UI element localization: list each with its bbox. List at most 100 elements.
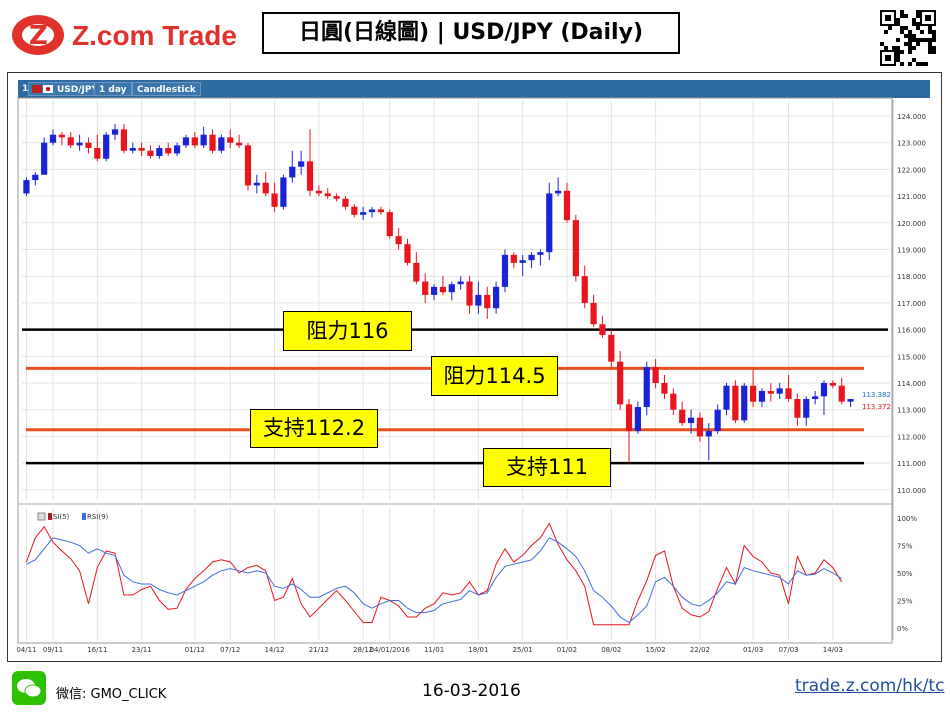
candle-body [271, 193, 278, 207]
qr-module [912, 18, 916, 22]
candle-body [758, 391, 766, 402]
qr-finder [920, 10, 936, 26]
candle-body [563, 190, 571, 221]
qr-module [904, 42, 908, 46]
last-bid-label: 113.382 [862, 391, 891, 399]
candle-body [679, 409, 686, 424]
qr-module [924, 38, 928, 42]
price-tick-label: 111.000 [897, 460, 926, 468]
candle-body [847, 399, 854, 402]
candle-body [351, 206, 358, 215]
date-tick-label: 04/01/2016 [370, 646, 411, 654]
candle-body [537, 252, 544, 255]
candle-body [687, 417, 695, 424]
qr-module [916, 62, 920, 66]
candle-body [315, 190, 322, 194]
date-tick-label: 01/03 [743, 646, 763, 654]
chart-toolbar: 1: USD/JPY 1 day Candlestick [18, 80, 930, 98]
qr-module [916, 42, 920, 46]
pane-index: 1: [22, 84, 32, 94]
candle-body [767, 391, 774, 394]
date-tick-label: 16/11 [87, 646, 107, 654]
candle-body [581, 276, 588, 303]
zcom-trade-logo: Z Z.com Trade [10, 12, 237, 58]
candle-body [670, 393, 677, 410]
qr-module [908, 30, 912, 34]
price-tick-label: 123.000 [897, 140, 926, 148]
date-tick-label: 18/01 [468, 646, 488, 654]
candle-body [617, 361, 624, 405]
candle-body [360, 212, 367, 215]
candle-body [785, 388, 792, 400]
price-tick-label: 124.000 [897, 113, 926, 121]
candle-body [333, 196, 340, 199]
qr-module [908, 42, 912, 46]
candle-body [732, 385, 739, 421]
qr-finder-center [885, 55, 891, 61]
price-axis: 124.000 123.000 122.000 121.000 120.000 119.0… [897, 113, 926, 633]
candle-body [191, 137, 198, 146]
qr-module [900, 26, 904, 30]
candle-body [182, 137, 190, 146]
candle-body [820, 383, 828, 397]
candle-body [85, 142, 92, 149]
price-tick-label: 121.000 [897, 193, 926, 201]
rsi-tick-label: 0% [897, 625, 908, 633]
resistance-114-5-callout: 阻力114.5 [431, 356, 558, 396]
candle-body [377, 209, 385, 213]
qr-module [884, 30, 888, 34]
qr-module [908, 34, 912, 38]
candle-body [546, 193, 553, 253]
qr-module [932, 34, 936, 38]
chart-style-selector[interactable]: Candlestick [132, 82, 201, 96]
qr-module [880, 42, 884, 46]
japan-flag-icon [43, 85, 53, 93]
qr-module [912, 38, 916, 42]
candle-body [298, 161, 305, 167]
rsi9-swatch [82, 513, 86, 520]
candle-body [76, 142, 83, 146]
candle-body [147, 150, 154, 157]
candle-body [661, 383, 668, 394]
logo-text: Z.com Trade [72, 20, 237, 51]
qr-module [928, 42, 932, 46]
date-tick-label: 28/12 [353, 646, 373, 654]
candle-body [173, 145, 181, 154]
resistance-116-callout: 阻力116 [283, 311, 412, 351]
candle-body [129, 148, 136, 151]
candle-body [555, 190, 562, 194]
candle-body [501, 254, 509, 287]
candle-body [466, 281, 473, 306]
candle-body [262, 182, 269, 194]
candle-body [652, 366, 659, 383]
price-tick-label: 117.000 [897, 300, 926, 308]
candle-body [590, 302, 597, 325]
candle-body [838, 385, 845, 402]
price-tick-label: 112.000 [897, 433, 926, 441]
qr-module [932, 30, 936, 34]
wechat-handle: 微信: GMO_CLICK [56, 687, 167, 702]
rsi-line [25, 522, 843, 626]
qr-module [896, 54, 900, 58]
qr-finder-center [925, 15, 931, 21]
qr-module [904, 26, 908, 30]
symbol-selector[interactable]: USD/JPY [28, 82, 104, 96]
qr-module [900, 14, 904, 18]
candle-body [23, 180, 30, 194]
candle-body [528, 254, 535, 261]
support-111-callout: 支持111 [483, 448, 611, 487]
candle-body [58, 134, 65, 138]
candle-body [103, 134, 110, 159]
qr-finder-center [885, 15, 891, 21]
qr-module [884, 46, 888, 50]
candle-body [572, 220, 579, 277]
candle-body [236, 142, 243, 146]
collapse-icon [37, 512, 46, 521]
candle-body [484, 294, 491, 309]
date-tick-label: 15/02 [646, 646, 666, 654]
interval-selector[interactable]: 1 day [94, 82, 132, 96]
candle-body [803, 399, 810, 418]
candle-body [608, 334, 615, 362]
candle-body [475, 294, 482, 306]
website-link[interactable]: trade.z.com/hk/tc [795, 676, 945, 696]
